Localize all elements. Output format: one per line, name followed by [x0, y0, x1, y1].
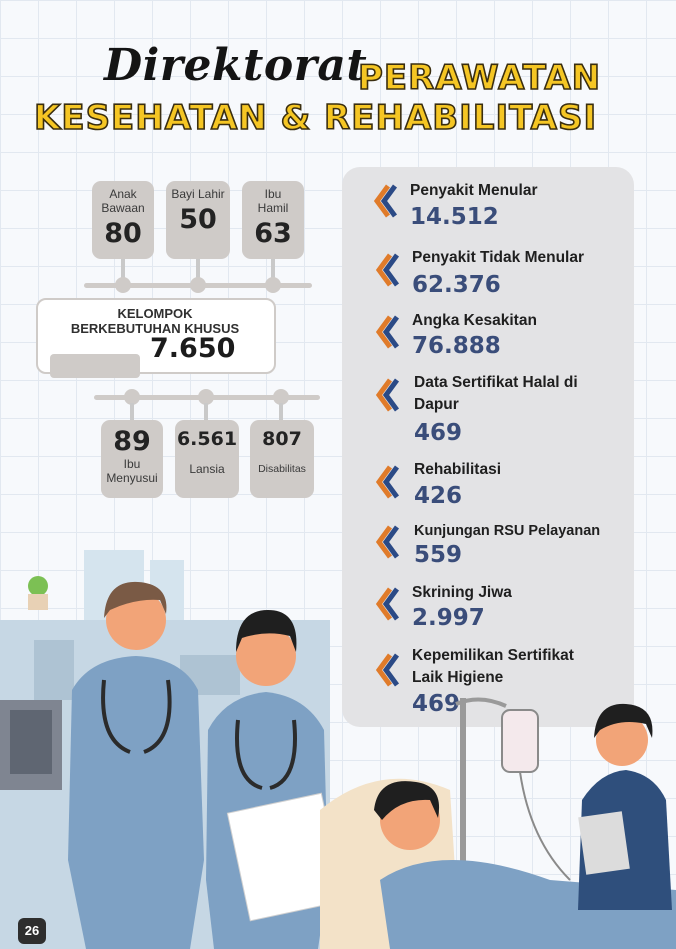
stat-value: 469: [414, 420, 463, 446]
connector-node: [265, 277, 281, 293]
title-script: Direktorat: [104, 40, 368, 91]
card-label: Menyusui: [106, 471, 158, 485]
card-value: 6.561: [176, 428, 238, 450]
iv-bag: [501, 709, 539, 773]
connector-node: [124, 389, 140, 405]
stat-value: 426: [414, 483, 463, 509]
chevron-icon: [373, 184, 398, 218]
stat-label: Angka Kesakitan: [412, 312, 537, 329]
card-label: Ibu: [123, 457, 141, 471]
card-lansia: 6.561 Lansia: [175, 420, 239, 498]
chevron-icon: [375, 525, 400, 559]
connector-stem: [196, 259, 200, 279]
connector-node: [273, 389, 289, 405]
card-value: 80: [104, 218, 142, 249]
card-bayi-lahir: Bayi Lahir 50: [166, 181, 230, 259]
nurse-hair: [236, 610, 297, 652]
card-value: 50: [179, 204, 217, 235]
cabinet: [34, 640, 74, 700]
special-needs-label-line1: KELOMPOK: [117, 306, 193, 321]
stat-value: 559: [414, 542, 463, 568]
card-ibu-hamil: Ibu Hamil 63: [242, 181, 304, 259]
nurse-hair: [594, 703, 653, 738]
patient-hair: [374, 781, 440, 820]
cactus-icon: [28, 576, 48, 596]
nurses-illustration: [0, 550, 340, 949]
chevron-icon: [375, 653, 400, 687]
connector-stem: [130, 403, 134, 423]
card-disabilitas: 807 Disabilitas: [250, 420, 314, 498]
nurse-face: [236, 626, 296, 686]
nurse-scrubs: [68, 656, 204, 949]
special-needs-value: 7.650: [150, 333, 236, 364]
special-needs-label-line2: BERKEBUTUHAN KHUSUS: [70, 321, 240, 336]
clipboard: [578, 811, 630, 875]
plant-pot: [28, 594, 48, 610]
stat-value: 76.888: [412, 333, 501, 359]
special-needs-tab: [50, 354, 140, 378]
nurse-hair: [104, 581, 167, 618]
monitor-screen: [10, 710, 52, 774]
card-value: 63: [254, 218, 292, 249]
connector-node: [115, 277, 131, 293]
stat-label: Data Sertifikat Halal di Dapur: [414, 374, 578, 413]
chevron-icon: [375, 315, 400, 349]
iv-tube: [519, 771, 571, 881]
card-ibu-menyusui: 89 Ibu Menyusui: [101, 420, 163, 498]
title-line1: PERAWATAN: [357, 57, 602, 99]
stat-value: 62.376: [412, 272, 501, 298]
card-value: 89: [113, 426, 151, 457]
connector-node: [198, 389, 214, 405]
chevron-icon: [375, 587, 400, 621]
stethoscope-icon: [235, 719, 297, 790]
card-label: Lansia: [189, 462, 225, 476]
iv-hook: [455, 697, 507, 708]
chevron-icon: [375, 378, 400, 412]
stat-value: 2.997: [412, 605, 485, 631]
patient-gown: [380, 860, 676, 949]
title-line2: KESEHATAN & REHABILITASI: [33, 97, 598, 139]
card-anak-bawaan: Anak Bawaan 80: [92, 181, 154, 259]
connector-stem: [279, 403, 283, 423]
card-label: Hamil: [257, 201, 289, 215]
card-label: Disabilitas: [258, 463, 306, 475]
card-label: Bayi Lahir: [171, 187, 225, 201]
special-needs-label: KELOMPOK BERKEBUTUHAN KHUSUS: [70, 306, 240, 336]
patient-bed-illustration: [320, 697, 676, 949]
stat-value: 469: [412, 691, 461, 717]
stat-label: Kepemilikan Sertifikat Laik Higiene: [412, 647, 574, 686]
stat-value: 14.512: [410, 204, 499, 230]
chevron-icon: [375, 253, 400, 287]
connector-stem: [271, 259, 275, 279]
page-number: 26: [18, 918, 46, 944]
connector-node: [190, 277, 206, 293]
stat-label: Penyakit Tidak Menular: [412, 249, 584, 266]
stat-label: Rehabilitasi: [414, 461, 501, 478]
iv-pole: [460, 698, 466, 888]
stat-label: Kunjungan RSU Pelayanan: [414, 523, 601, 539]
card-value: 807: [262, 428, 302, 450]
chevron-icon: [375, 465, 400, 499]
connector-stem: [204, 403, 208, 423]
card-label: Bawaan: [101, 201, 145, 215]
card-label: Ibu: [264, 187, 282, 201]
connector-stem: [121, 259, 125, 279]
stethoscope-icon: [101, 679, 172, 754]
nurse-face: [596, 714, 648, 766]
stat-label: Penyakit Menular: [410, 182, 538, 199]
stat-label: Skrining Jiwa: [412, 584, 512, 601]
card-label: Anak: [109, 187, 137, 201]
